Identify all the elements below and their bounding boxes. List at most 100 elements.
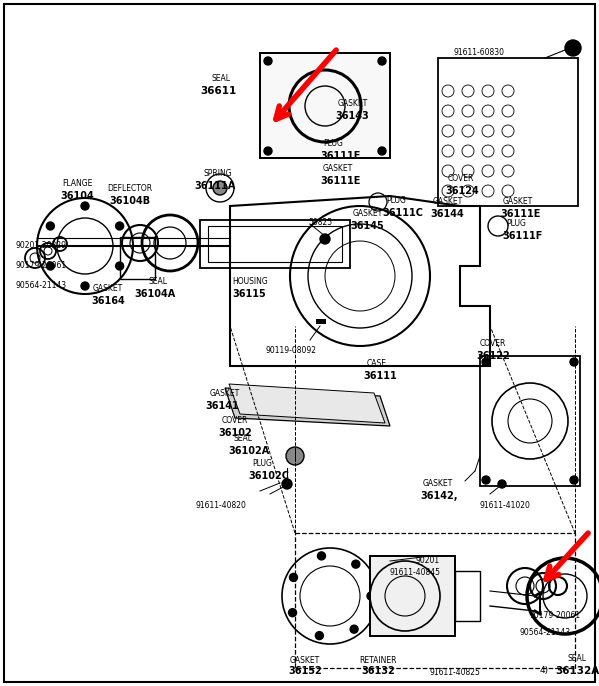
Circle shape bbox=[316, 632, 323, 639]
Circle shape bbox=[317, 552, 325, 560]
Text: 36111A: 36111A bbox=[194, 181, 235, 191]
Circle shape bbox=[289, 608, 297, 617]
Text: SEAL: SEAL bbox=[568, 654, 587, 663]
Circle shape bbox=[482, 358, 490, 366]
Text: SEAL: SEAL bbox=[211, 74, 231, 83]
Polygon shape bbox=[225, 388, 390, 426]
Text: PLUG: PLUG bbox=[252, 459, 272, 468]
Text: 90201-20329: 90201-20329 bbox=[15, 241, 66, 250]
Text: GASKET: GASKET bbox=[338, 99, 368, 108]
Text: 36115: 36115 bbox=[232, 289, 266, 299]
Text: SEAL: SEAL bbox=[233, 434, 252, 443]
Bar bbox=[480, 356, 580, 486]
Text: 90564-21143: 90564-21143 bbox=[520, 628, 571, 637]
Circle shape bbox=[378, 57, 386, 65]
Circle shape bbox=[264, 147, 272, 155]
Text: 90564-21143: 90564-21143 bbox=[15, 281, 66, 290]
Text: 36104A: 36104A bbox=[134, 289, 176, 299]
Text: COVER: COVER bbox=[222, 416, 249, 425]
Text: 90119-08092: 90119-08092 bbox=[265, 346, 316, 355]
Circle shape bbox=[367, 592, 375, 600]
Bar bbox=[120, 237, 155, 279]
Text: 91611-41020: 91611-41020 bbox=[480, 501, 531, 510]
Text: 36102A: 36102A bbox=[228, 446, 269, 456]
Text: PLUG: PLUG bbox=[386, 196, 406, 205]
Bar bbox=[200, 220, 350, 268]
Circle shape bbox=[482, 476, 490, 484]
Text: GASKET: GASKET bbox=[210, 389, 240, 398]
Text: CASE: CASE bbox=[367, 359, 387, 368]
Bar bbox=[295, 533, 575, 668]
Circle shape bbox=[81, 282, 89, 290]
Text: RETAINER: RETAINER bbox=[359, 656, 397, 665]
Text: 36141: 36141 bbox=[205, 401, 239, 411]
Circle shape bbox=[213, 181, 227, 195]
Text: 90179-20061: 90179-20061 bbox=[15, 261, 66, 270]
Bar bbox=[208, 226, 342, 262]
Text: HOUSING: HOUSING bbox=[232, 277, 268, 286]
Circle shape bbox=[286, 447, 304, 465]
Text: 91611-60830: 91611-60830 bbox=[453, 48, 504, 57]
Polygon shape bbox=[229, 384, 385, 423]
Text: 36111E: 36111E bbox=[500, 209, 540, 219]
Text: 36143: 36143 bbox=[335, 111, 369, 121]
Text: GASKET: GASKET bbox=[290, 656, 320, 665]
Circle shape bbox=[565, 40, 581, 56]
Text: FLANGE: FLANGE bbox=[62, 179, 92, 188]
Bar bbox=[370, 556, 455, 636]
Circle shape bbox=[350, 625, 358, 633]
Text: 36111C: 36111C bbox=[382, 208, 423, 218]
Text: 36111E: 36111E bbox=[320, 176, 361, 186]
Text: 36145: 36145 bbox=[350, 221, 384, 231]
Text: GASKET: GASKET bbox=[353, 209, 383, 218]
Circle shape bbox=[116, 262, 123, 270]
Circle shape bbox=[378, 147, 386, 155]
Text: 36104B: 36104B bbox=[110, 196, 150, 206]
Text: 50825: 50825 bbox=[308, 218, 332, 227]
Text: SEAL: SEAL bbox=[149, 277, 168, 286]
Text: 36132: 36132 bbox=[361, 666, 395, 676]
Text: GASKET: GASKET bbox=[433, 197, 463, 206]
Bar bbox=[260, 53, 390, 158]
Circle shape bbox=[46, 222, 55, 230]
Circle shape bbox=[46, 262, 55, 270]
Text: DEFLECTOR: DEFLECTOR bbox=[107, 184, 153, 193]
Text: 36124: 36124 bbox=[445, 186, 479, 196]
Text: 36111F: 36111F bbox=[502, 231, 542, 241]
Circle shape bbox=[264, 57, 272, 65]
Bar bbox=[316, 319, 326, 324]
Circle shape bbox=[289, 573, 298, 582]
Text: 91611-40845: 91611-40845 bbox=[390, 568, 441, 577]
Text: GASKET: GASKET bbox=[423, 479, 453, 488]
Text: 36104: 36104 bbox=[60, 191, 94, 201]
Text: GASKET: GASKET bbox=[323, 164, 353, 173]
Text: 36102C: 36102C bbox=[248, 471, 289, 481]
Text: 36122: 36122 bbox=[476, 351, 510, 361]
Text: COVER: COVER bbox=[480, 339, 506, 348]
Text: 36111F: 36111F bbox=[320, 151, 361, 161]
Text: GASKET: GASKET bbox=[93, 284, 123, 293]
Bar bbox=[370, 556, 455, 636]
Text: 91611-40820: 91611-40820 bbox=[195, 501, 246, 510]
Text: 91611-40825: 91611-40825 bbox=[430, 668, 481, 677]
Text: PLUG: PLUG bbox=[506, 219, 526, 228]
Circle shape bbox=[282, 479, 292, 489]
Bar bbox=[455, 571, 480, 621]
Text: 36142,: 36142, bbox=[420, 491, 458, 501]
Text: 36132A: 36132A bbox=[555, 666, 599, 676]
Text: 36102: 36102 bbox=[218, 428, 252, 438]
Text: 36144: 36144 bbox=[430, 209, 464, 219]
Text: 4): 4) bbox=[540, 666, 549, 675]
Bar bbox=[260, 53, 390, 158]
Text: 36611: 36611 bbox=[200, 86, 236, 96]
Text: 90201: 90201 bbox=[415, 556, 439, 565]
Text: PLUG: PLUG bbox=[323, 139, 343, 148]
Text: 36164: 36164 bbox=[91, 296, 125, 306]
Bar bbox=[438, 58, 578, 206]
Text: 36152: 36152 bbox=[288, 666, 322, 676]
Text: GASKET: GASKET bbox=[503, 197, 533, 206]
Text: 90179-20061: 90179-20061 bbox=[530, 611, 581, 620]
Text: SPRING: SPRING bbox=[204, 169, 232, 178]
Circle shape bbox=[498, 480, 506, 488]
Circle shape bbox=[570, 358, 578, 366]
